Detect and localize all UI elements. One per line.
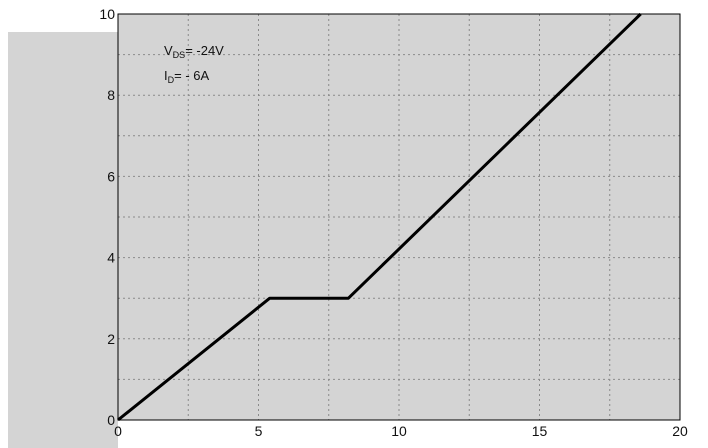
plot-frame	[117, 13, 681, 421]
y-tick-label: 0	[107, 412, 115, 428]
y-tick-label: 2	[107, 331, 115, 347]
series-line	[117, 12, 642, 422]
grid-lines	[118, 14, 680, 420]
y-tick-label: 8	[107, 87, 115, 103]
id-annotation: ID= - 6A	[164, 68, 210, 85]
y-tick-label: 10	[99, 6, 115, 22]
x-tick-label: 10	[391, 423, 407, 439]
x-tick-label: 20	[672, 423, 688, 439]
x-axis-tick-labels: 0 5 10 15 20	[114, 423, 688, 439]
vds-annotation: VDS= -24V	[164, 43, 224, 60]
y-tick-label: 4	[107, 250, 115, 266]
y-axis-tick-labels: 0 2 4 6 8 10	[99, 6, 115, 428]
series-layer	[117, 12, 642, 422]
left-panel-background	[8, 32, 118, 448]
x-tick-label: 0	[114, 423, 122, 439]
x-tick-label: 5	[255, 423, 263, 439]
x-tick-label: 15	[532, 423, 548, 439]
y-tick-label: 6	[107, 168, 115, 184]
